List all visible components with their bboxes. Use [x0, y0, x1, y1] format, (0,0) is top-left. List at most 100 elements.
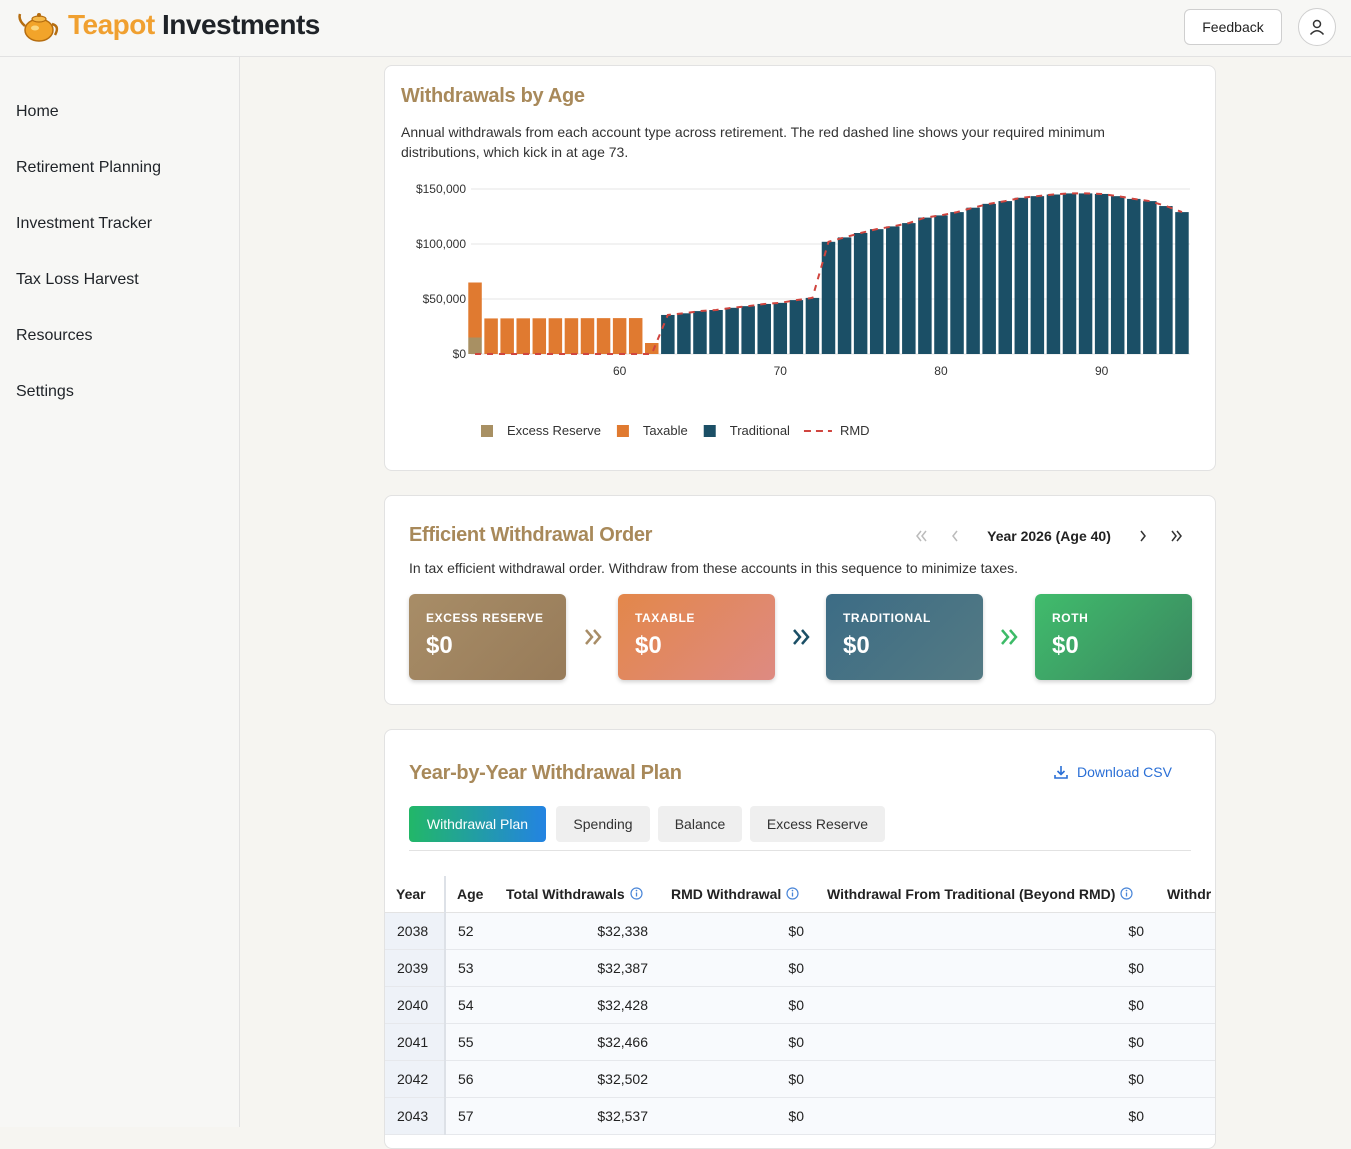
column-header: RMD Withdrawal	[660, 876, 816, 913]
bar	[516, 318, 530, 354]
column-label: Age	[457, 885, 484, 902]
bar	[677, 313, 691, 354]
legend-swatch	[616, 425, 629, 437]
y-tick-label: $150,000	[416, 182, 466, 196]
account-label: ROTH	[1052, 611, 1089, 625]
bar	[789, 300, 804, 354]
bar	[773, 302, 788, 354]
table-cell: $32,466	[495, 1023, 660, 1061]
chart-subtitle: Annual withdrawals from each account typ…	[401, 124, 1105, 160]
tab[interactable]: Spending	[556, 806, 650, 842]
column-label: RMD Withdrawal	[671, 885, 782, 902]
bar	[1046, 194, 1061, 354]
table-cell: $0	[816, 1023, 1156, 1061]
table-cell: 55	[445, 1023, 495, 1061]
tab[interactable]: Withdrawal Plan	[409, 806, 546, 842]
account-tile: ROTH $0	[1035, 594, 1192, 680]
table-row: 2043 57 $32,537 $0 $0	[385, 1097, 1215, 1135]
bar	[869, 229, 884, 354]
first-year-button[interactable]	[916, 530, 927, 542]
brand[interactable]: Teapot Investments	[68, 9, 320, 41]
table-body: 2038 52 $32,338 $0 $0 2039 53 $32,387 $0 $0 2040 54…	[385, 912, 1215, 1135]
brand-primary: Teapot	[68, 9, 155, 40]
nav-item[interactable]: Investment Tracker	[16, 215, 153, 232]
table-cell: $0	[660, 986, 816, 1024]
account-value: $0	[635, 632, 662, 659]
table-cell: 2040	[385, 986, 446, 1024]
last-year-button[interactable]	[1171, 530, 1182, 542]
bar	[1014, 197, 1029, 354]
bar	[596, 318, 611, 354]
year-navigator: Year 2026 (Age 40)	[916, 528, 1182, 544]
table-cell: 57	[445, 1097, 495, 1135]
account-button[interactable]	[1298, 8, 1336, 46]
bar	[468, 282, 482, 338]
download-csv[interactable]: Download CSV	[1053, 764, 1172, 780]
table-row: 2041 55 $32,466 $0 $0	[385, 1023, 1215, 1061]
table-cell: $32,338	[495, 912, 660, 950]
x-tick-label: 80	[934, 364, 948, 378]
chart-title: Withdrawals by Age	[401, 85, 585, 107]
bar	[709, 310, 723, 354]
bar	[950, 212, 964, 354]
bar	[500, 318, 514, 354]
bar	[998, 201, 1012, 354]
table-cell: $0	[816, 986, 1156, 1024]
nav-item[interactable]: Resources	[16, 327, 93, 344]
table-cell	[1156, 986, 1215, 1024]
info-dot	[1126, 889, 1128, 892]
bar	[484, 318, 498, 354]
legend-swatch	[703, 425, 716, 437]
y-tick-label: $0	[453, 347, 467, 361]
legend-label: Traditional	[730, 423, 790, 438]
next-year-button[interactable]	[1140, 530, 1146, 542]
column-label: Total Withdrawals	[506, 885, 625, 902]
chart-card: Withdrawals by Age Annual withdrawals fr…	[384, 65, 1216, 471]
table-cell: $0	[660, 1023, 816, 1061]
bar	[966, 207, 980, 354]
bar	[757, 303, 771, 354]
user-icon	[1309, 19, 1325, 36]
column-label: Withdrawal From Traditional (Beyond RMD)	[827, 885, 1116, 902]
column-label: Year	[396, 885, 426, 902]
x-tick-label: 70	[774, 364, 788, 378]
tab[interactable]: Excess Reserve	[750, 806, 885, 842]
plan-title: Year-by-Year Withdrawal Plan	[409, 762, 682, 784]
nav-item[interactable]: Settings	[16, 383, 74, 400]
nav-item[interactable]: Retirement Planning	[16, 159, 161, 176]
table-cell: $0	[660, 1060, 816, 1098]
table-cell: $0	[816, 949, 1156, 987]
tab[interactable]: Balance	[658, 806, 742, 842]
year-label: Year 2026 (Age 40)	[987, 528, 1111, 544]
table-cell: $32,387	[495, 949, 660, 987]
order-arrow	[793, 629, 810, 645]
previous-year-button[interactable]	[952, 530, 958, 542]
bar	[661, 314, 675, 354]
nav-item[interactable]: Tax Loss Harvest	[16, 271, 139, 288]
withdrawal-plan-card: Year-by-Year Withdrawal Plan Download CS…	[384, 729, 1216, 1149]
column-header: Total Withdrawals	[495, 876, 660, 913]
bar	[1078, 193, 1093, 354]
bar	[1127, 198, 1141, 354]
bar	[725, 307, 739, 354]
table-cell: 2041	[385, 1023, 446, 1061]
bar	[1094, 193, 1109, 354]
account-tile: TAXABLE $0	[618, 594, 775, 680]
bar	[902, 223, 916, 354]
bar	[1030, 196, 1045, 354]
table-cell: 2039	[385, 949, 446, 987]
bar	[853, 233, 868, 354]
feedback-button[interactable]: Feedback	[1184, 9, 1282, 45]
legend-label: Excess Reserve	[507, 423, 601, 438]
table-cell	[1156, 1023, 1215, 1061]
nav-item[interactable]: Home	[16, 103, 59, 120]
table-cell: $0	[816, 1060, 1156, 1098]
table-cell: 52	[445, 912, 495, 950]
table-cell: $0	[660, 949, 816, 987]
bar	[837, 237, 852, 354]
table-cell: $32,428	[495, 986, 660, 1024]
bar	[628, 318, 643, 354]
account-value: $0	[426, 632, 453, 659]
table-cell: 53	[445, 949, 495, 987]
